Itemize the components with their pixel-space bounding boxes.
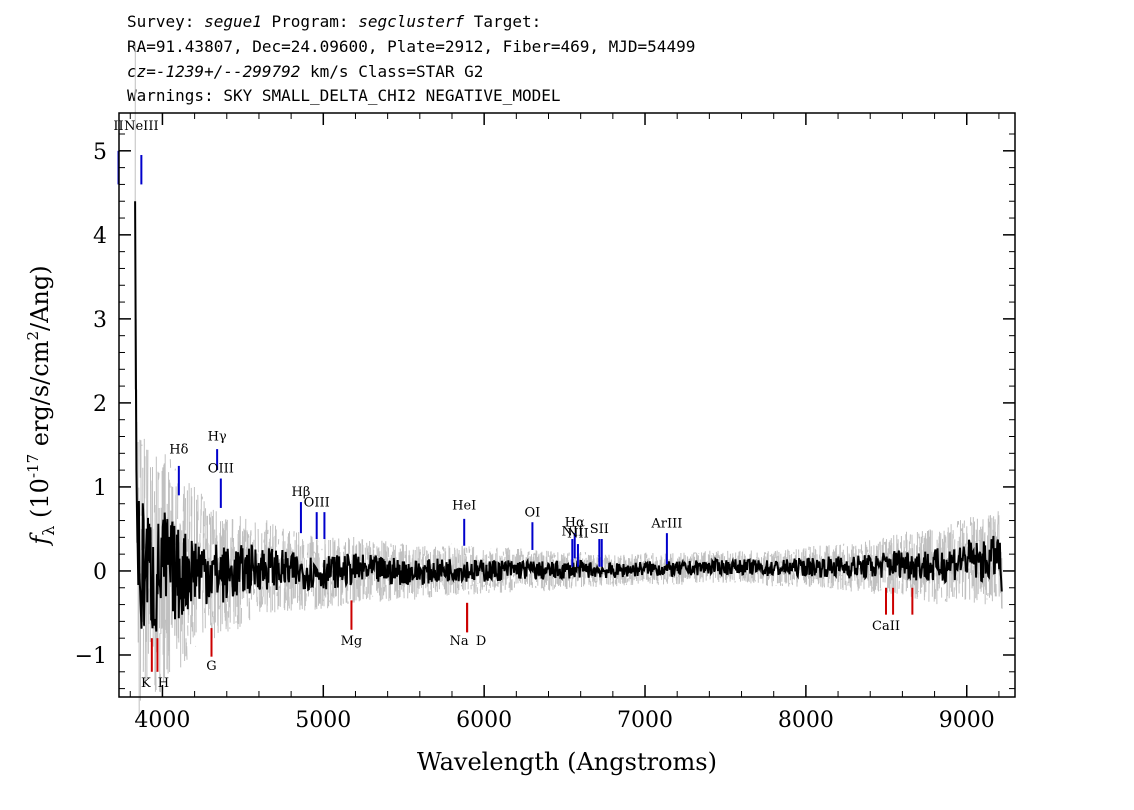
flux-series [134,201,1003,632]
y-tick-label: 3 [93,308,107,333]
x-tick-label: 8000 [778,708,834,733]
survey-label: Survey: [127,12,205,31]
absorption-line-label: H [158,676,169,691]
emission-line-label: NeIII [124,119,158,134]
x-tick-label: 5000 [295,708,351,733]
program-label: Program: [261,12,359,31]
emission-line-label: OIII [208,462,234,477]
y-axis-subscript: λ [39,526,58,536]
emission-line-label: NII [561,525,583,540]
redshift-value: cz=-1239+/--299792 [127,62,301,81]
emission-line-label: Hδ [169,442,188,457]
header-line-2: RA=91.43807, Dec=24.09600, Plate=2912, F… [127,37,696,56]
emission-line-label: Hγ [208,430,227,445]
header-line-3: cz=-1239+/--299792 km/s Class=STAR G2 [127,62,483,81]
flux-line [134,201,1003,632]
y-axis-unit-3: /Ang) [26,265,54,331]
survey-value: segue1 [204,12,262,31]
y-axis-unit-2: erg/s/cm [26,340,54,454]
program-value: segclusterf [358,12,465,31]
absorption-line-label: K [141,676,151,691]
axis-ticks: 4000 5000 6000 7000 8000 9000 −1 0 1 2 3 4 5 [75,113,1015,733]
x-axis-title: Wavelength (Angstroms) [417,748,717,776]
header-line-1: Survey: segue1 Program: segclusterf Targ… [127,12,541,31]
x-tick-label: 6000 [456,708,512,733]
y-tick-label: 1 [93,476,107,501]
absorption-line-label: Na [450,634,469,649]
y-tick-label: 2 [93,392,107,417]
header-line-4: Warnings: SKY SMALL_DELTA_CHI2 NEGATIVE_… [127,86,561,105]
x-tick-label: 7000 [617,708,673,733]
y-tick-label: 4 [93,224,107,249]
emission-line-label: OI [525,505,541,520]
x-tick-label: 9000 [939,708,995,733]
class-label: km/s Class=STAR G2 [300,62,484,81]
emission-line-label: NII [567,526,589,541]
absorption-line-label: D [476,634,486,649]
emission-line-label: HeI [452,499,476,514]
plot-frame [118,112,1016,698]
emission-line-label: SII [590,522,609,537]
emission-line-label: OIII [304,495,330,510]
absorption-line-label: G [206,659,216,674]
y-axis-exponent-2: 2 [24,331,42,341]
x-tick-label: 4000 [134,708,190,733]
y-tick-label: −1 [75,644,107,669]
emission-line-label: ArIII [650,516,682,531]
target-label: Target: [464,12,542,31]
absorption-line-label: CaII [872,619,900,634]
emission-line-label: Hβ [292,485,311,500]
y-tick-label: 5 [93,140,107,165]
y-tick-label: 0 [93,560,107,585]
absorption-line-label: Mg [341,634,363,649]
error-band [134,42,1003,718]
y-axis-title: fλ (10-17 erg/s/cm2/Ang) [24,265,58,546]
y-axis-exponent: -17 [24,454,42,478]
y-axis-unit-1: (10 [26,478,54,526]
error-noise [134,42,1003,718]
emission-line-label: Hα [565,515,585,530]
